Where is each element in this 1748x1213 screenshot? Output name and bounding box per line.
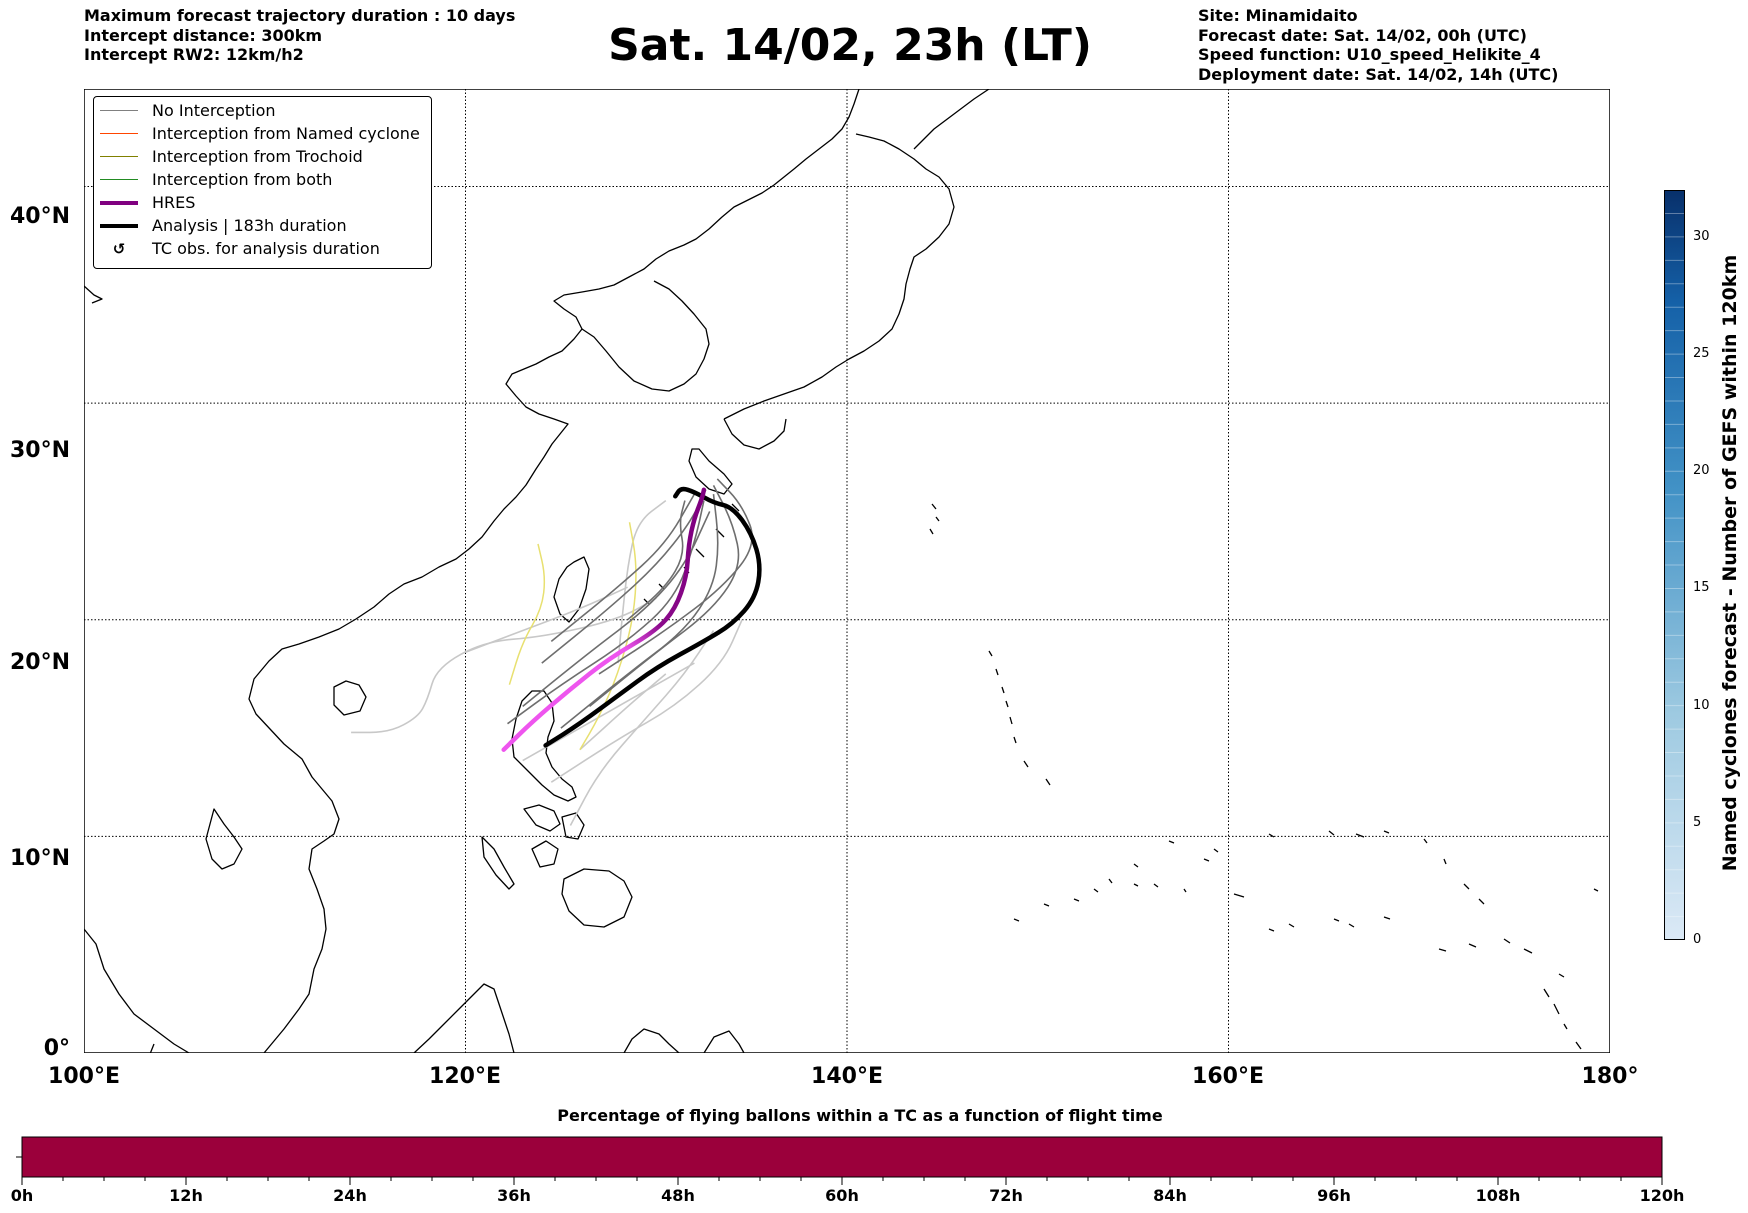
colorbar-tick: 10 <box>1693 698 1710 713</box>
flight-time-tick: 24h <box>333 1186 367 1205</box>
legend-label: Interception from Named cyclone <box>152 124 420 143</box>
legend-label: TC obs. for analysis duration <box>152 239 380 258</box>
trochoid-track <box>508 543 546 685</box>
legend-item-no-interception: No Interception <box>100 99 276 122</box>
flight-time-tick: 36h <box>497 1186 531 1205</box>
lat-tick-label: 40°N <box>9 204 70 229</box>
ensemble-track <box>588 485 740 708</box>
flight-time-tick: 48h <box>661 1186 695 1205</box>
cyclone-symbol-icon: ↺ <box>112 239 126 258</box>
ensemble-track <box>541 489 707 664</box>
ensemble-track <box>627 500 686 621</box>
lon-tick-label: 100°E <box>48 1064 120 1089</box>
flight-time-tick: 60h <box>825 1186 859 1205</box>
header-left-line: Intercept distance: 300km <box>84 25 323 45</box>
colorbar-tick: 20 <box>1693 463 1710 478</box>
flight-time-tick: 0h <box>10 1186 34 1205</box>
colorbar-label-wrap: Named cyclones forecast - Number of GEFS… <box>1410 255 1748 872</box>
flight-time-tick: 12h <box>169 1186 203 1205</box>
lon-tick-label: 160°E <box>1192 1064 1264 1089</box>
colorbar-tick: 15 <box>1693 580 1710 595</box>
flight-time-tick: 96h <box>1317 1186 1351 1205</box>
ensemble-track-light <box>550 619 743 783</box>
map-title: Sat. 14/02, 23h (LT) <box>608 20 1092 71</box>
lat-tick-label: 30°N <box>9 438 70 463</box>
legend-label: Interception from both <box>152 170 333 189</box>
legend-label: Analysis | 183h duration <box>152 216 347 235</box>
trochoid-track <box>579 522 637 751</box>
lat-tick-label: 0° <box>43 1036 70 1061</box>
legend-label: No Interception <box>152 101 276 120</box>
colorbar-tick: 30 <box>1693 229 1710 244</box>
legend-swatch <box>100 133 138 134</box>
lat-tick-label: 20°N <box>9 650 70 675</box>
ensemble-track-light <box>569 630 715 826</box>
legend-item-both: Interception from both <box>100 168 332 191</box>
legend: No Interception Interception from Named … <box>93 96 432 269</box>
ensemble-track <box>522 511 711 708</box>
legend-item-tc-obs: ↺ TC obs. for analysis duration <box>100 237 380 260</box>
graticule <box>84 89 1610 1053</box>
legend-swatch <box>100 200 138 205</box>
legend-swatch <box>100 110 138 111</box>
legend-swatch <box>100 179 138 180</box>
trochoid-yellow-tracks <box>508 522 637 751</box>
colorbar-label: Named cyclones forecast - Number of GEFS… <box>1719 254 1741 872</box>
header-right-line: Deployment date: Sat. 14/02, 14h (UTC) <box>1198 64 1559 84</box>
ensemble-track <box>560 494 719 729</box>
ensemble-track <box>550 493 696 643</box>
flight-time-bar-title: Percentage of flying ballons within a TC… <box>557 1106 1163 1125</box>
legend-item-named-cyclone: Interception from Named cyclone <box>100 122 420 145</box>
legend-swatch <box>100 156 138 157</box>
lon-tick-label: 140°E <box>811 1064 883 1089</box>
header-right-line: Speed function: U10_speed_Helikite_4 <box>1198 45 1541 64</box>
header-left: Maximum forecast trajectory duration : 1… <box>84 6 515 65</box>
header-left-line: Maximum forecast trajectory duration : 1… <box>84 6 516 25</box>
flight-time-tick: 72h <box>989 1186 1023 1205</box>
legend-item-hres: HRES <box>100 191 195 214</box>
header-left-line: Intercept RW2: 12km/h2 <box>84 45 304 64</box>
legend-label: HRES <box>152 193 196 212</box>
flight-time-bar <box>16 1136 1663 1185</box>
colorbar-tick: 5 <box>1693 815 1702 830</box>
lon-tick-label: 120°E <box>429 1064 501 1089</box>
ensemble-track <box>598 478 753 675</box>
colorbar-tick: 0 <box>1693 932 1702 947</box>
lon-tick-label: 180° <box>1581 1064 1639 1089</box>
header-right-line: Site: Minamidaito <box>1198 6 1358 25</box>
header-right: Site: Minamidaito Forecast date: Sat. 14… <box>1198 6 1558 84</box>
lat-tick-label: 10°N <box>9 846 70 871</box>
ensemble-dark-tracks <box>507 478 753 729</box>
cyclone-colorbar <box>1664 190 1685 940</box>
legend-label: Interception from Trochoid <box>152 147 363 166</box>
legend-swatch <box>100 223 138 228</box>
ensemble-track-light <box>579 673 667 751</box>
hres-track <box>501 487 707 752</box>
legend-item-analysis: Analysis | 183h duration <box>100 214 347 237</box>
ensemble-track-light <box>351 597 657 734</box>
flight-time-tick: 120h <box>1639 1186 1685 1205</box>
legend-item-trochoid: Interception from Trochoid <box>100 145 363 168</box>
header-right-line: Forecast date: Sat. 14/02, 00h (UTC) <box>1198 25 1527 45</box>
colorbar-tick: 25 <box>1693 346 1710 361</box>
ensemble-track-light <box>465 586 628 653</box>
flight-time-tick: 84h <box>1153 1186 1187 1205</box>
flight-time-tick: 108h <box>1475 1186 1521 1205</box>
coastlines <box>84 89 1599 1053</box>
